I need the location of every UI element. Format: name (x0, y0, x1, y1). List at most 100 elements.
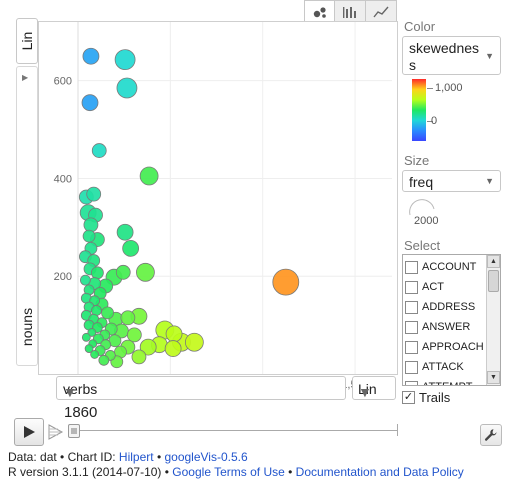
chevron-down-icon: ▼ (358, 384, 372, 400)
select-item-checkbox[interactable] (405, 380, 418, 385)
wrench-icon (484, 429, 497, 441)
bubble[interactable] (82, 229, 96, 243)
select-item[interactable]: ATTEMPT (405, 377, 473, 385)
bubble[interactable] (116, 77, 138, 99)
terms-link[interactable]: Google Terms of Use (172, 465, 285, 479)
chevron-down-icon: ▼ (63, 384, 77, 400)
trails-toggle[interactable]: ✓ Trails (402, 390, 450, 405)
bubble[interactable] (114, 49, 136, 71)
tab-bars[interactable] (335, 0, 366, 22)
legend-tick (427, 88, 433, 89)
select-item-label: ATTACK (422, 361, 464, 373)
y-variable-dropdown[interactable]: ▶ nouns (16, 66, 38, 366)
bubble[interactable] (82, 47, 100, 65)
select-item-label: ATTEMPT (422, 381, 473, 385)
scroll-down-icon[interactable]: ▼ (487, 371, 500, 384)
policy-link[interactable]: Documentation and Data Policy (295, 465, 464, 479)
x-variable-label: verbs (63, 381, 98, 397)
select-scrollbar[interactable]: ▲ ▼ (486, 255, 500, 385)
time-slider-end (397, 424, 398, 436)
select-item-checkbox[interactable] (405, 320, 418, 334)
bubble[interactable] (81, 94, 99, 112)
select-list[interactable]: ACCOUNT ACT ADDRESS ANSWER APPROACH ATTACK ATT… (402, 254, 501, 386)
bubble[interactable] (164, 340, 182, 357)
chart-type-tabs (304, 0, 397, 22)
select-item[interactable]: ADDRESS (405, 297, 475, 317)
bubble[interactable] (87, 328, 97, 337)
bubble[interactable] (272, 268, 300, 296)
bubble[interactable] (116, 223, 134, 241)
bubble[interactable] (91, 143, 107, 158)
bubble[interactable] (98, 354, 110, 366)
x-scale-dropdown[interactable]: Lin ▼ (352, 376, 396, 400)
bubble[interactable] (131, 349, 147, 365)
time-slider-thumb[interactable] (68, 424, 80, 438)
scroll-up-icon[interactable]: ▲ (487, 255, 500, 268)
select-item-checkbox[interactable] (405, 280, 418, 294)
select-item[interactable]: ACCOUNT (405, 257, 476, 277)
bubble[interactable] (86, 186, 102, 202)
color-panel-title: Color (404, 19, 436, 34)
play-button[interactable] (14, 418, 44, 446)
settings-button[interactable] (480, 424, 502, 446)
select-item-label: ANSWER (422, 321, 471, 333)
chart-id-link[interactable]: Hilpert (118, 450, 154, 464)
trails-label: Trails (419, 390, 451, 405)
bubble[interactable] (126, 327, 142, 343)
select-item-checkbox[interactable] (405, 360, 418, 374)
bubble[interactable] (139, 166, 159, 186)
legend-tick (427, 121, 433, 122)
googlevis-version-link[interactable]: googleVis-0.5.6 (164, 450, 248, 464)
y-tick-label: 600 (54, 76, 72, 88)
select-item-checkbox[interactable] (405, 260, 418, 274)
y-tick-label: 400 (54, 173, 72, 185)
select-item[interactable]: ATTACK (405, 357, 464, 377)
time-label: 1860 (64, 404, 98, 421)
speed-control-icon[interactable] (48, 422, 64, 442)
select-item[interactable]: ACT (405, 277, 444, 297)
trails-checkbox[interactable]: ✓ (402, 391, 415, 404)
chevron-down-icon: ▼ (485, 176, 494, 186)
select-item[interactable]: APPROACH (405, 337, 484, 357)
play-icon (24, 426, 35, 438)
bubble[interactable] (165, 325, 183, 343)
bubble[interactable] (120, 310, 136, 326)
bubble[interactable] (115, 264, 131, 280)
color-variable-dropdown[interactable]: skewedness ▼ (402, 36, 501, 75)
bubble[interactable] (184, 332, 204, 352)
dropdown-arrow-icon: ▶ (22, 73, 29, 82)
select-item-label: APPROACH (422, 341, 484, 353)
size-panel-title: Size (404, 153, 430, 168)
scroll-thumb[interactable] (488, 270, 499, 292)
size-variable-dropdown[interactable]: freq ▼ (402, 170, 501, 192)
time-slider-track[interactable] (68, 430, 398, 431)
chevron-down-icon: ▼ (485, 51, 494, 61)
select-item-label: ADDRESS (422, 301, 476, 313)
select-panel-title: Select (404, 238, 441, 253)
bubble[interactable] (139, 338, 157, 356)
bubble-chart-icon (313, 6, 326, 18)
footer-data-text: Data: dat • Chart ID: (8, 450, 119, 464)
grip-icon (71, 428, 77, 434)
bubble[interactable] (83, 217, 99, 233)
bubble[interactable] (90, 350, 100, 359)
bubble[interactable] (84, 344, 94, 353)
bubble[interactable] (136, 262, 155, 282)
x-variable-dropdown[interactable]: verbs ▼ (56, 376, 346, 400)
bubble[interactable] (79, 274, 91, 286)
bubble[interactable] (81, 332, 91, 342)
bubble[interactable] (90, 266, 104, 280)
bubble[interactable] (122, 239, 140, 257)
tab-bubbles[interactable] (304, 0, 335, 22)
footer-separator: • (153, 450, 165, 464)
y-scale-dropdown[interactable]: Lin (16, 18, 38, 64)
bubble[interactable] (101, 306, 114, 320)
footer-line-1: Data: dat • Chart ID: Hilpert • googleVi… (8, 450, 248, 464)
line-chart-icon (373, 6, 389, 17)
select-item-checkbox[interactable] (405, 300, 418, 314)
size-legend-icon (409, 199, 435, 216)
select-item[interactable]: ANSWER (405, 317, 470, 337)
tab-lines[interactable] (366, 0, 397, 22)
select-item-checkbox[interactable] (405, 340, 418, 354)
